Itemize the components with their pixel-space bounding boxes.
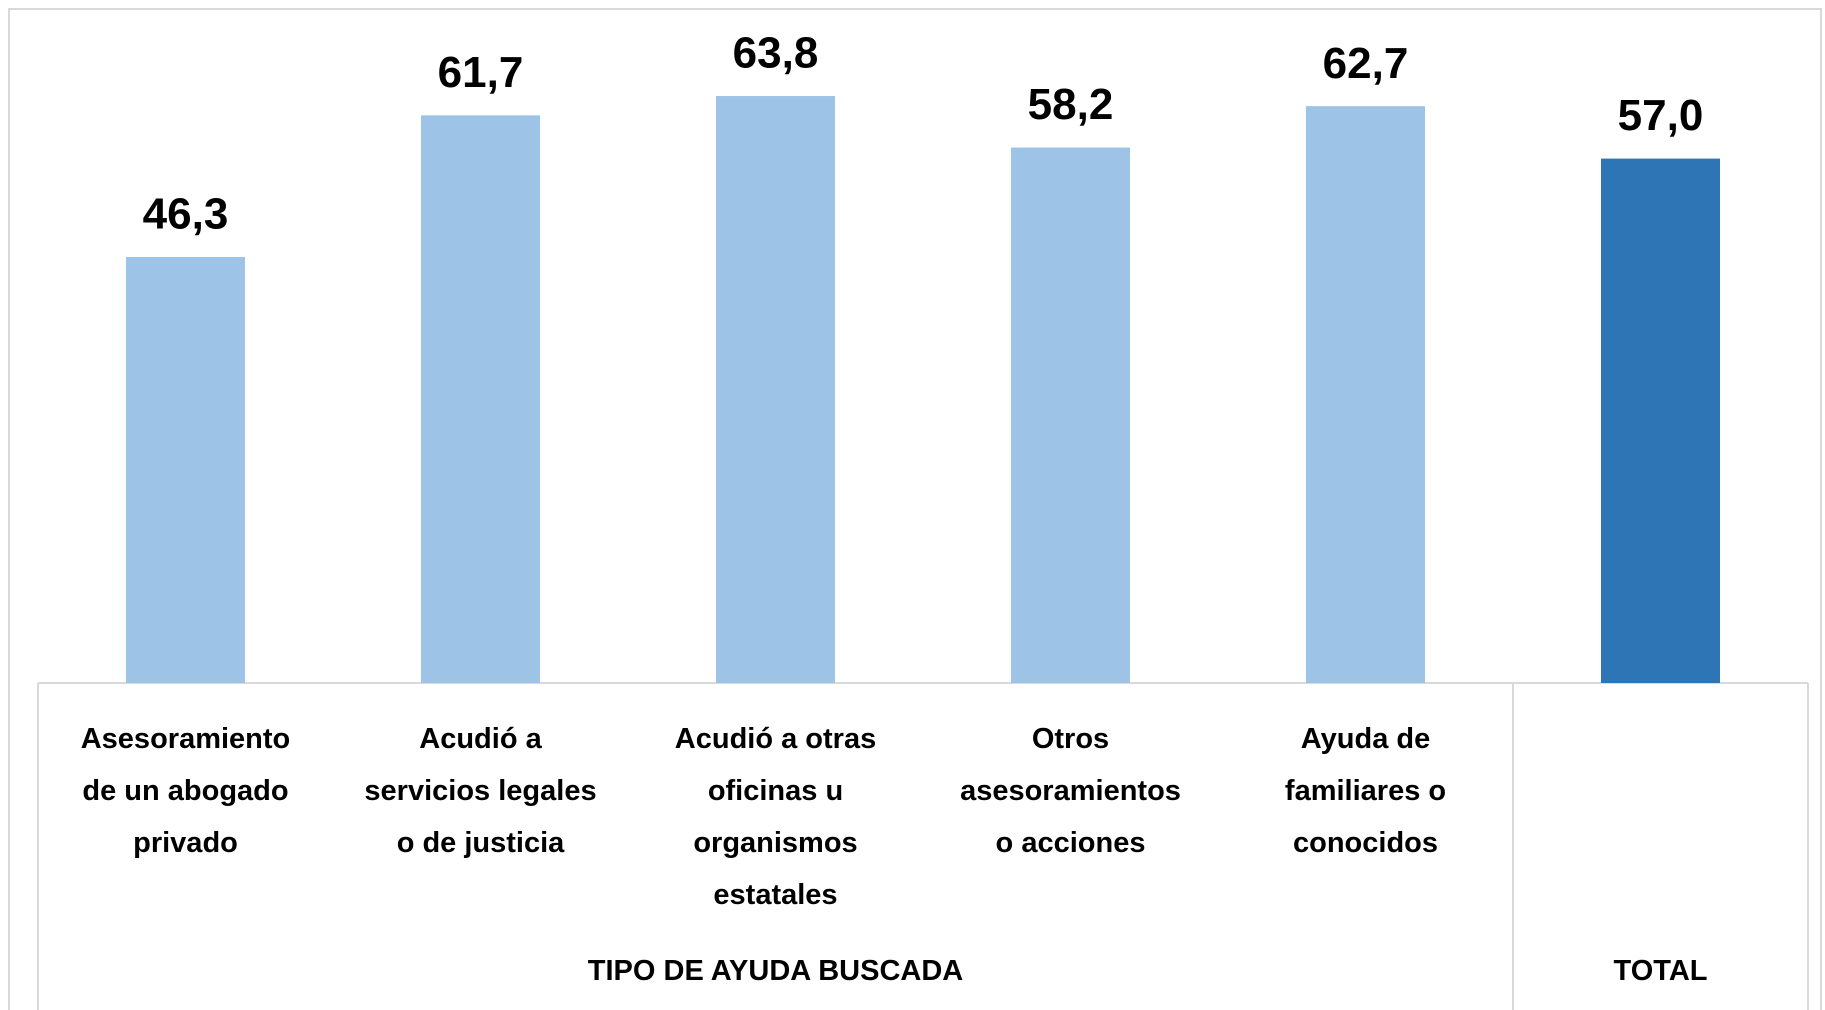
data-label: 62,7 [1323, 39, 1409, 88]
data-label: 58,2 [1028, 80, 1114, 129]
data-label: 57,0 [1618, 91, 1704, 140]
x-tick-label: Otros asesoramientos o acciones [960, 723, 1181, 859]
x-tick-label: Asesoramiento de un abogado privado [80, 723, 291, 859]
bar [126, 257, 245, 683]
bar [421, 115, 540, 684]
bar [1601, 158, 1720, 684]
group-label: TOTAL [1613, 955, 1708, 987]
x-tick-label: Ayuda de familiares o conocidos [1284, 723, 1447, 859]
chart-border [8, 8, 1822, 1010]
x-tick-label: Acudió a otras oficinas u organismos est… [674, 723, 877, 911]
bar [716, 96, 835, 684]
data-label: 61,7 [438, 48, 524, 97]
bar [1011, 147, 1130, 683]
group-label: TIPO DE AYUDA BUSCADA [587, 955, 964, 987]
bar [1306, 106, 1425, 683]
x-tick-label: Acudió a servicios legales o de justicia [364, 723, 597, 859]
data-label: 46,3 [143, 190, 229, 239]
data-label: 63,8 [733, 29, 819, 78]
